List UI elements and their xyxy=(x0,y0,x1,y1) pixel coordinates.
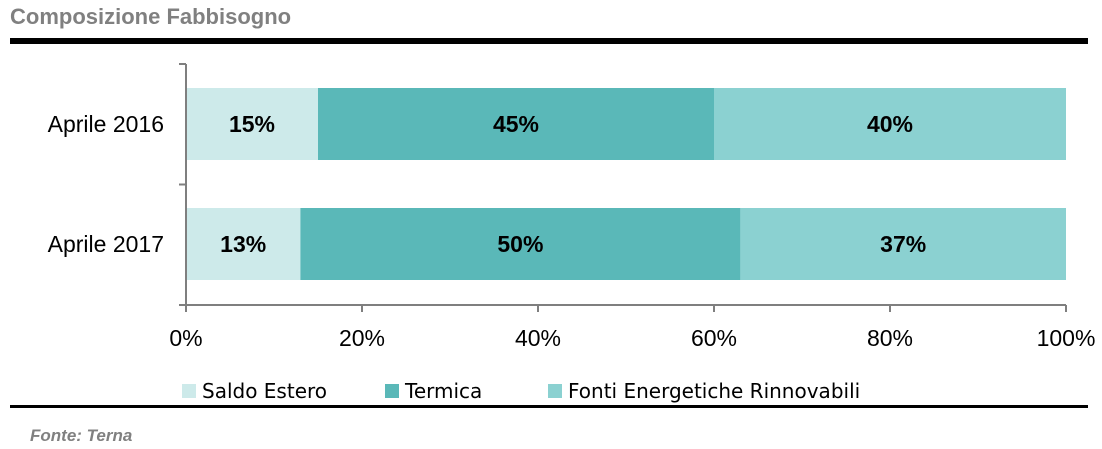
x-tick-label: 0% xyxy=(169,325,202,351)
legend-swatch-termica xyxy=(385,384,399,398)
data-label: 45% xyxy=(493,111,539,137)
bar-segment xyxy=(186,88,318,160)
legend-swatch-saldo-estero xyxy=(182,384,196,398)
category-label: Aprile 2017 xyxy=(48,231,164,257)
bar-segment xyxy=(318,88,714,160)
legend-label-termica: Termica xyxy=(405,379,483,403)
legend-swatch-rinnovabili xyxy=(548,384,562,398)
bar-segment xyxy=(300,208,741,280)
legend-item-rinnovabili: Fonti Energetiche Rinnovabili xyxy=(548,378,860,404)
top-rule xyxy=(10,38,1088,44)
data-label: 50% xyxy=(497,231,543,257)
data-label: 37% xyxy=(880,231,926,257)
bottom-rule xyxy=(10,405,1088,408)
x-tick-label: 80% xyxy=(867,325,913,351)
bar-segment xyxy=(740,208,1066,280)
x-tick-label: 100% xyxy=(1037,325,1096,351)
bar-segment xyxy=(714,88,1066,160)
x-tick-label: 40% xyxy=(515,325,561,351)
category-label: Aprile 2016 xyxy=(48,111,164,137)
data-label: 40% xyxy=(867,111,913,137)
legend-item-saldo-estero: Saldo Estero xyxy=(182,378,327,404)
legend-label-saldo-estero: Saldo Estero xyxy=(202,379,328,403)
legend-item-termica: Termica xyxy=(385,378,482,404)
x-tick-label: 60% xyxy=(691,325,737,351)
legend-label-rinnovabili: Fonti Energetiche Rinnovabili xyxy=(568,379,861,403)
chart-title: Composizione Fabbisogno xyxy=(10,4,292,29)
source-note: Fonte: Terna xyxy=(30,426,133,445)
data-label: 15% xyxy=(229,111,275,137)
data-label: 13% xyxy=(220,231,266,257)
x-tick-label: 20% xyxy=(339,325,385,351)
bar-segment xyxy=(186,208,301,280)
